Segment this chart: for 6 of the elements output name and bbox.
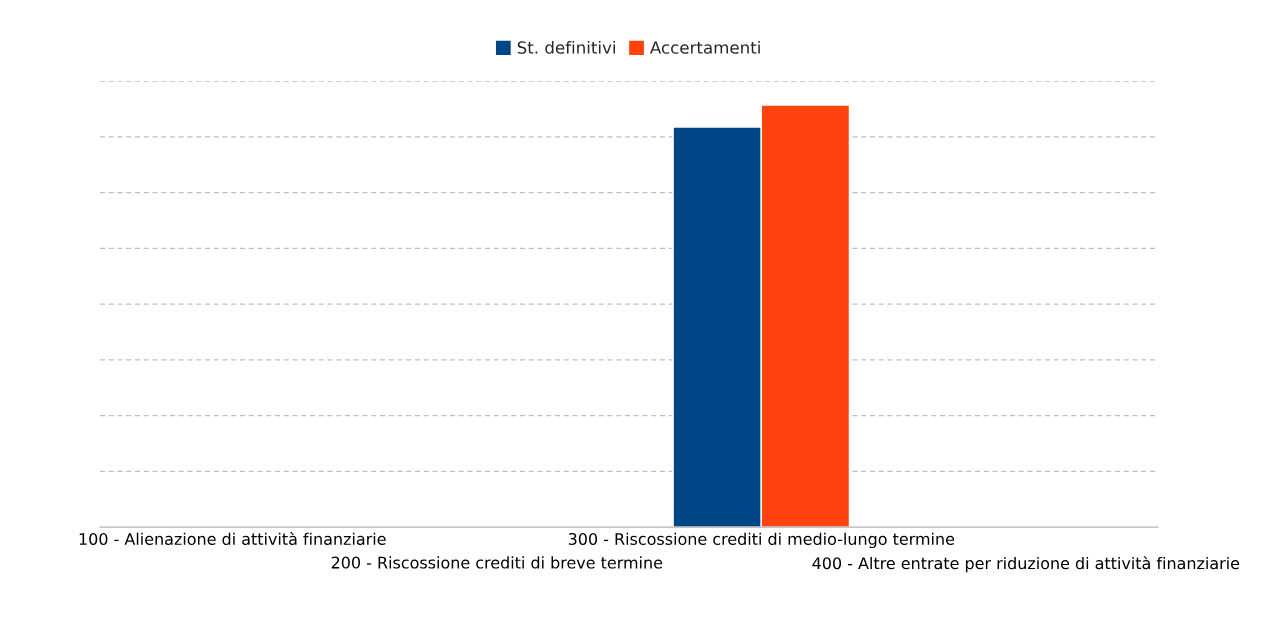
x-tick-label: 400 - Altre entrate per riduzione di attività finanziarie <box>812 556 1240 573</box>
x-tick-label: 100 - Alienazione di attività finanziarie <box>79 532 386 546</box>
legend-label: Accertamenti <box>650 40 760 54</box>
x-tick-label: 300 - Riscossione crediti di medio-lungo termine <box>568 532 955 549</box>
legend-label: St. definitivi <box>517 40 615 54</box>
x-tick-label: 200 - Riscossione crediti di breve termine <box>331 556 663 569</box>
